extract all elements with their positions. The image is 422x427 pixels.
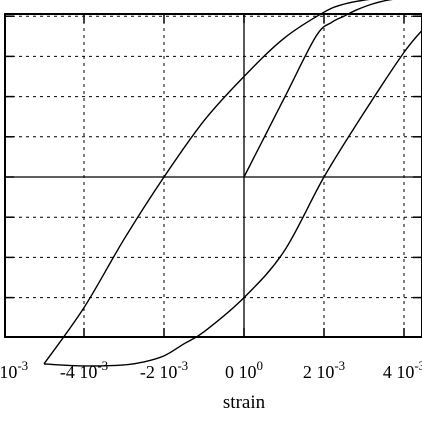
x-tick-label: -4 10-3 — [60, 358, 108, 382]
tick-labels: -6 10-3 -4 10-3 -2 10-3 0 100 2 10-3 4 10-3 — [0, 358, 422, 382]
series-line-3 — [243, 0, 393, 178]
x-tick-label: -2 10-3 — [140, 358, 188, 382]
x-axis-title: strain — [223, 392, 266, 413]
x-tick-label: -6 10-3 — [0, 358, 28, 382]
x-tick-label: 0 100 — [225, 358, 263, 382]
data-series — [43, 0, 422, 367]
series-line-2 — [43, 29, 422, 367]
x-tick-label: 4 10-3 — [383, 358, 422, 382]
tick-marks — [5, 14, 422, 337]
x-tick-label: 2 10-3 — [303, 358, 345, 382]
plot-frame — [4, 13, 422, 338]
grid-lines — [5, 14, 422, 337]
axes-frame — [4, 13, 422, 338]
series-line-1 — [43, 0, 371, 365]
